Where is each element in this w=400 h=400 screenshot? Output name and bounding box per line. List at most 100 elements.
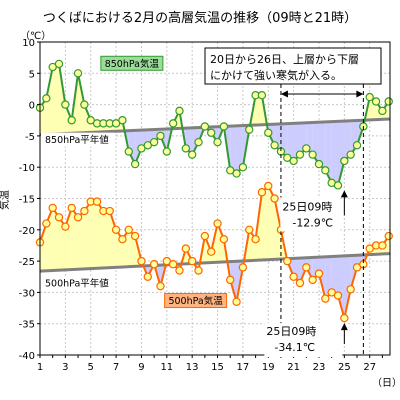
cold-anomaly-fill xyxy=(128,130,136,165)
min-850-arrow-head xyxy=(340,190,348,198)
data-point xyxy=(238,162,248,172)
data-point xyxy=(67,116,76,125)
data-point xyxy=(124,147,133,156)
data-point xyxy=(42,94,51,103)
data-point xyxy=(333,291,343,300)
data-point xyxy=(378,241,387,250)
data-point xyxy=(168,260,178,269)
cold-anomaly-fill xyxy=(236,125,243,174)
data-point xyxy=(257,91,267,100)
warm-anomaly-fill xyxy=(59,63,66,134)
data-point xyxy=(175,266,184,275)
data-point xyxy=(156,131,165,141)
x-tick-label: 9 xyxy=(138,362,144,373)
cold-anomaly-fill xyxy=(287,123,294,161)
data-point xyxy=(283,256,292,266)
data-point xyxy=(206,247,216,256)
data-point xyxy=(61,100,70,109)
series-label-box xyxy=(41,276,115,291)
series-label: 500hPa気温 xyxy=(164,293,228,309)
data-point xyxy=(314,269,324,278)
cold-anomaly-fill xyxy=(325,256,332,299)
data-point xyxy=(194,266,203,275)
chart-title: つくばにおける2月の高層気温の推移（09時と21時） xyxy=(43,10,357,26)
warm-anomaly-fill xyxy=(255,95,262,126)
data-point xyxy=(143,272,152,281)
series-label: 500hPa平年値 xyxy=(41,276,115,291)
data-point xyxy=(384,97,393,106)
min-500-label-time: 25日09時 xyxy=(266,325,316,338)
x-tick-label: 23 xyxy=(313,362,326,373)
cold-anomaly-fill xyxy=(338,255,345,319)
data-point xyxy=(80,206,89,216)
data-point xyxy=(194,137,203,147)
data-point xyxy=(137,256,146,266)
data-point xyxy=(162,147,172,156)
data-point xyxy=(118,116,127,125)
warm-anomaly-fill xyxy=(97,201,104,269)
y-tick-label: -5 xyxy=(25,132,35,143)
y-tick-label: 5 xyxy=(29,69,35,80)
y-tick-label: -25 xyxy=(19,257,35,268)
data-point xyxy=(156,281,165,291)
data-point xyxy=(149,137,159,147)
data-point xyxy=(340,156,349,166)
warm-anomaly-fill xyxy=(40,223,47,272)
data-point xyxy=(80,100,89,109)
data-point xyxy=(73,69,83,78)
data-point xyxy=(187,150,197,159)
data-point xyxy=(226,275,235,285)
data-point xyxy=(289,272,298,281)
data-point xyxy=(48,203,57,213)
cold-anomaly-fill xyxy=(230,125,237,174)
warm-anomaly-fill xyxy=(261,185,269,261)
min-500-arrow-head xyxy=(340,323,348,331)
data-point xyxy=(130,231,140,241)
data-point xyxy=(232,169,241,178)
data-point xyxy=(206,128,216,137)
data-point xyxy=(73,213,83,222)
warm-anomaly-fill xyxy=(84,201,91,269)
series-label: 850hPa平年値 xyxy=(41,132,115,147)
min-500-label-bg xyxy=(264,323,343,358)
data-point xyxy=(111,225,121,234)
data-point xyxy=(118,234,127,244)
cold-anomaly-fill xyxy=(331,256,339,296)
x-tick-label: 7 xyxy=(113,362,119,373)
data-point xyxy=(187,256,197,266)
warm-anomaly-fill xyxy=(71,207,79,270)
min-850-label-time: 25日09時 xyxy=(282,200,332,213)
data-point xyxy=(314,159,324,169)
y-tick-label: -15 xyxy=(19,195,35,206)
data-point xyxy=(295,278,305,288)
data-point xyxy=(340,313,349,323)
y-tick-label: -10 xyxy=(19,163,35,174)
data-point xyxy=(251,234,260,244)
cold-anomaly-fill xyxy=(318,121,326,171)
data-point xyxy=(308,150,317,159)
data-point xyxy=(149,260,159,269)
annotation-text-line1: 20日から26日、上層から下層 xyxy=(210,53,359,66)
data-point xyxy=(295,150,305,159)
warm-anomaly-fill xyxy=(268,185,275,260)
warm-anomaly-fill xyxy=(90,201,98,269)
data-point xyxy=(289,156,298,166)
data-point xyxy=(371,97,381,106)
data-point xyxy=(54,213,64,222)
y-tick-label: 10 xyxy=(22,38,35,49)
min-850-label-value: -12.9℃ xyxy=(292,216,333,229)
data-point xyxy=(61,222,70,231)
data-point xyxy=(238,263,248,272)
y-tick-label: -30 xyxy=(19,288,35,299)
series-label-box xyxy=(41,132,115,147)
min-850-label-bg xyxy=(280,197,341,232)
data-point xyxy=(321,166,330,175)
data-point xyxy=(213,219,222,228)
x-tick-label: 1 xyxy=(37,362,43,373)
annotation-text-line2: にかけて強い寒気が入る。 xyxy=(210,68,342,82)
y-unit-label: （℃） xyxy=(20,30,51,42)
normal-line xyxy=(39,252,391,273)
series-labels: 850hPa気温 850hPa平年値 500hPa平年値 500hPa気温 xyxy=(41,55,228,309)
